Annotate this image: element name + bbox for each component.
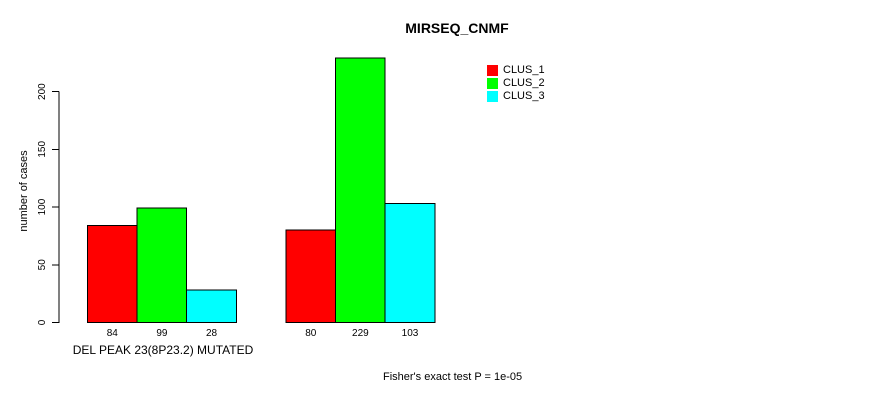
bar-value-label: 99 — [156, 328, 168, 339]
legend-swatch-clus-1 — [487, 65, 498, 76]
legend-swatch-clus-3 — [487, 91, 498, 102]
y-axis-label: number of cases — [18, 150, 30, 232]
bar-value-label: 229 — [352, 328, 369, 339]
bar-clus_2-group-1 — [136, 207, 188, 323]
chart-legend: CLUS_1 CLUS_2 CLUS_3 — [487, 64, 545, 103]
legend-label-clus-3: CLUS_3 — [503, 90, 545, 102]
y-axis-tick-label: 50 — [37, 259, 48, 271]
bar-clus_2-group-2 — [335, 57, 386, 323]
legend-label-clus-1: CLUS_1 — [503, 64, 545, 76]
chart-title: MIRSEQ_CNMF — [405, 20, 509, 36]
bar-value-label: 80 — [305, 328, 317, 339]
bar-clus_3-group-1 — [186, 289, 237, 324]
y-axis-tick-label: 200 — [37, 83, 48, 100]
legend-item-clus-2: CLUS_2 — [487, 77, 545, 90]
legend-item-clus-3: CLUS_3 — [487, 90, 545, 103]
x-axis-group-label: DEL PEAK 23(8P23.2) MUTATED — [72, 343, 254, 357]
bar-value-label: 28 — [206, 328, 218, 339]
bar-value-label: 103 — [402, 328, 419, 339]
bar-clus_1-group-2 — [285, 229, 337, 323]
y-axis-tick-label: 100 — [37, 198, 48, 215]
y-axis-tick-label: 150 — [37, 141, 48, 158]
bar-clus_1-group-1 — [87, 225, 138, 323]
fisher-test-annotation: Fisher's exact test P = 1e-05 — [383, 371, 523, 383]
legend-item-clus-1: CLUS_1 — [487, 64, 545, 77]
bar-clus_3-group-2 — [384, 203, 436, 323]
legend-label-clus-2: CLUS_2 — [503, 77, 545, 89]
bar-value-label: 84 — [107, 328, 119, 339]
y-axis-tick-label: 0 — [37, 319, 48, 325]
legend-swatch-clus-2 — [487, 78, 498, 89]
